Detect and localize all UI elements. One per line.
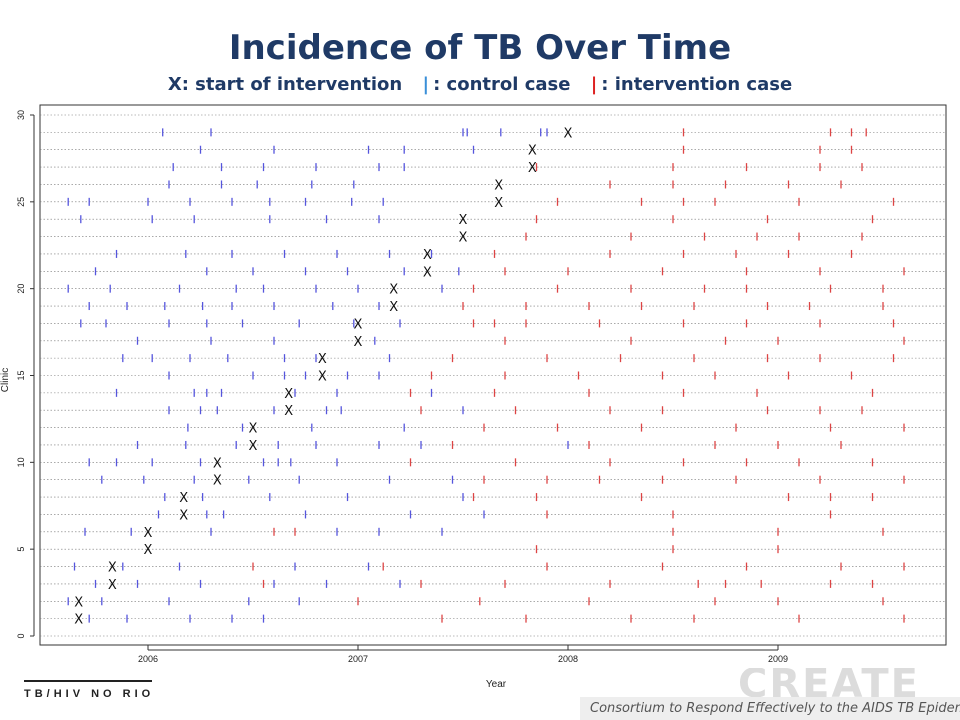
y-tick-label: 25: [16, 197, 26, 207]
intervention-start-x: X: [528, 144, 537, 159]
x-tick-label: 2009: [768, 654, 788, 664]
footer-right-banner: Consortium to Respond Effectively to the…: [580, 697, 960, 720]
intervention-start-x: X: [213, 456, 222, 471]
page-title: Incidence of TB Over Time: [228, 28, 732, 68]
y-tick-label: 15: [16, 370, 26, 380]
intervention-start-x: X: [318, 370, 327, 385]
intervention-start-x: X: [354, 335, 363, 350]
intervention-start-x: X: [74, 595, 83, 610]
intervention-start-x: X: [179, 508, 188, 523]
intervention-start-x: X: [213, 474, 222, 489]
intervention-start-x: X: [528, 161, 537, 176]
y-tick-label: 0: [16, 633, 26, 638]
y-axis-label: Clinic: [0, 368, 11, 392]
intervention-start-x: X: [389, 283, 398, 298]
intervention-start-x: X: [389, 300, 398, 315]
intervention-start-x: X: [423, 265, 432, 280]
intervention-start-x: X: [108, 561, 117, 576]
chart-marks: [67, 128, 905, 623]
x-tick-label: 2006: [138, 654, 158, 664]
intervention-start-x: X: [74, 613, 83, 628]
gridlines: [40, 114, 946, 637]
y-axis: 0 5 10 15 20 25 30: [16, 110, 35, 639]
intervention-start-x: X: [459, 231, 468, 246]
intervention-start-x: X: [284, 387, 293, 402]
intervention-start-x: X: [494, 178, 503, 193]
intervention-start-x: X: [144, 526, 153, 541]
legend-control-glyph: |: [422, 74, 430, 95]
legend: X: start of intervention |: control case…: [0, 74, 960, 95]
intervention-start-x: X: [459, 213, 468, 228]
intervention-start-x: X: [564, 126, 573, 141]
legend-intervention-label: : intervention case: [601, 74, 793, 95]
x-tick-label: 2008: [558, 654, 578, 664]
y-tick-label: 30: [16, 110, 26, 120]
x-axis-label: Year: [486, 679, 507, 690]
plot-frame: [39, 104, 947, 646]
intervention-start-x: X: [354, 317, 363, 332]
y-tick-label: 20: [16, 284, 26, 294]
footer-right-logo: CREATE: [738, 668, 920, 702]
footer-left-logo: TB/HIV NO RIO: [24, 680, 155, 700]
intervention-start-x: X: [284, 404, 293, 419]
footer-left-rule: [24, 680, 152, 682]
intervention-start-x: X: [249, 439, 258, 454]
footer-left-logo-text: TB/HIV NO RIO: [24, 688, 155, 700]
intervention-start-x: X: [108, 578, 117, 593]
intervention-start-x: X: [249, 422, 258, 437]
legend-x-label: X: start of intervention: [167, 74, 403, 95]
y-tick-label: 10: [16, 457, 26, 467]
y-tick-label: 5: [16, 547, 26, 552]
intervention-start-x: X: [144, 543, 153, 558]
intervention-start-x: X: [494, 196, 503, 211]
intervention-start-x: X: [423, 248, 432, 263]
intervention-start-x: X: [318, 352, 327, 367]
x-tick-label: 2007: [348, 654, 368, 664]
legend-intervention-glyph: |: [590, 74, 598, 95]
intervention-start-x: X: [179, 491, 188, 506]
x-axis: 2006 2007 2008 2009: [138, 645, 788, 664]
legend-control-label: : control case: [433, 74, 571, 95]
